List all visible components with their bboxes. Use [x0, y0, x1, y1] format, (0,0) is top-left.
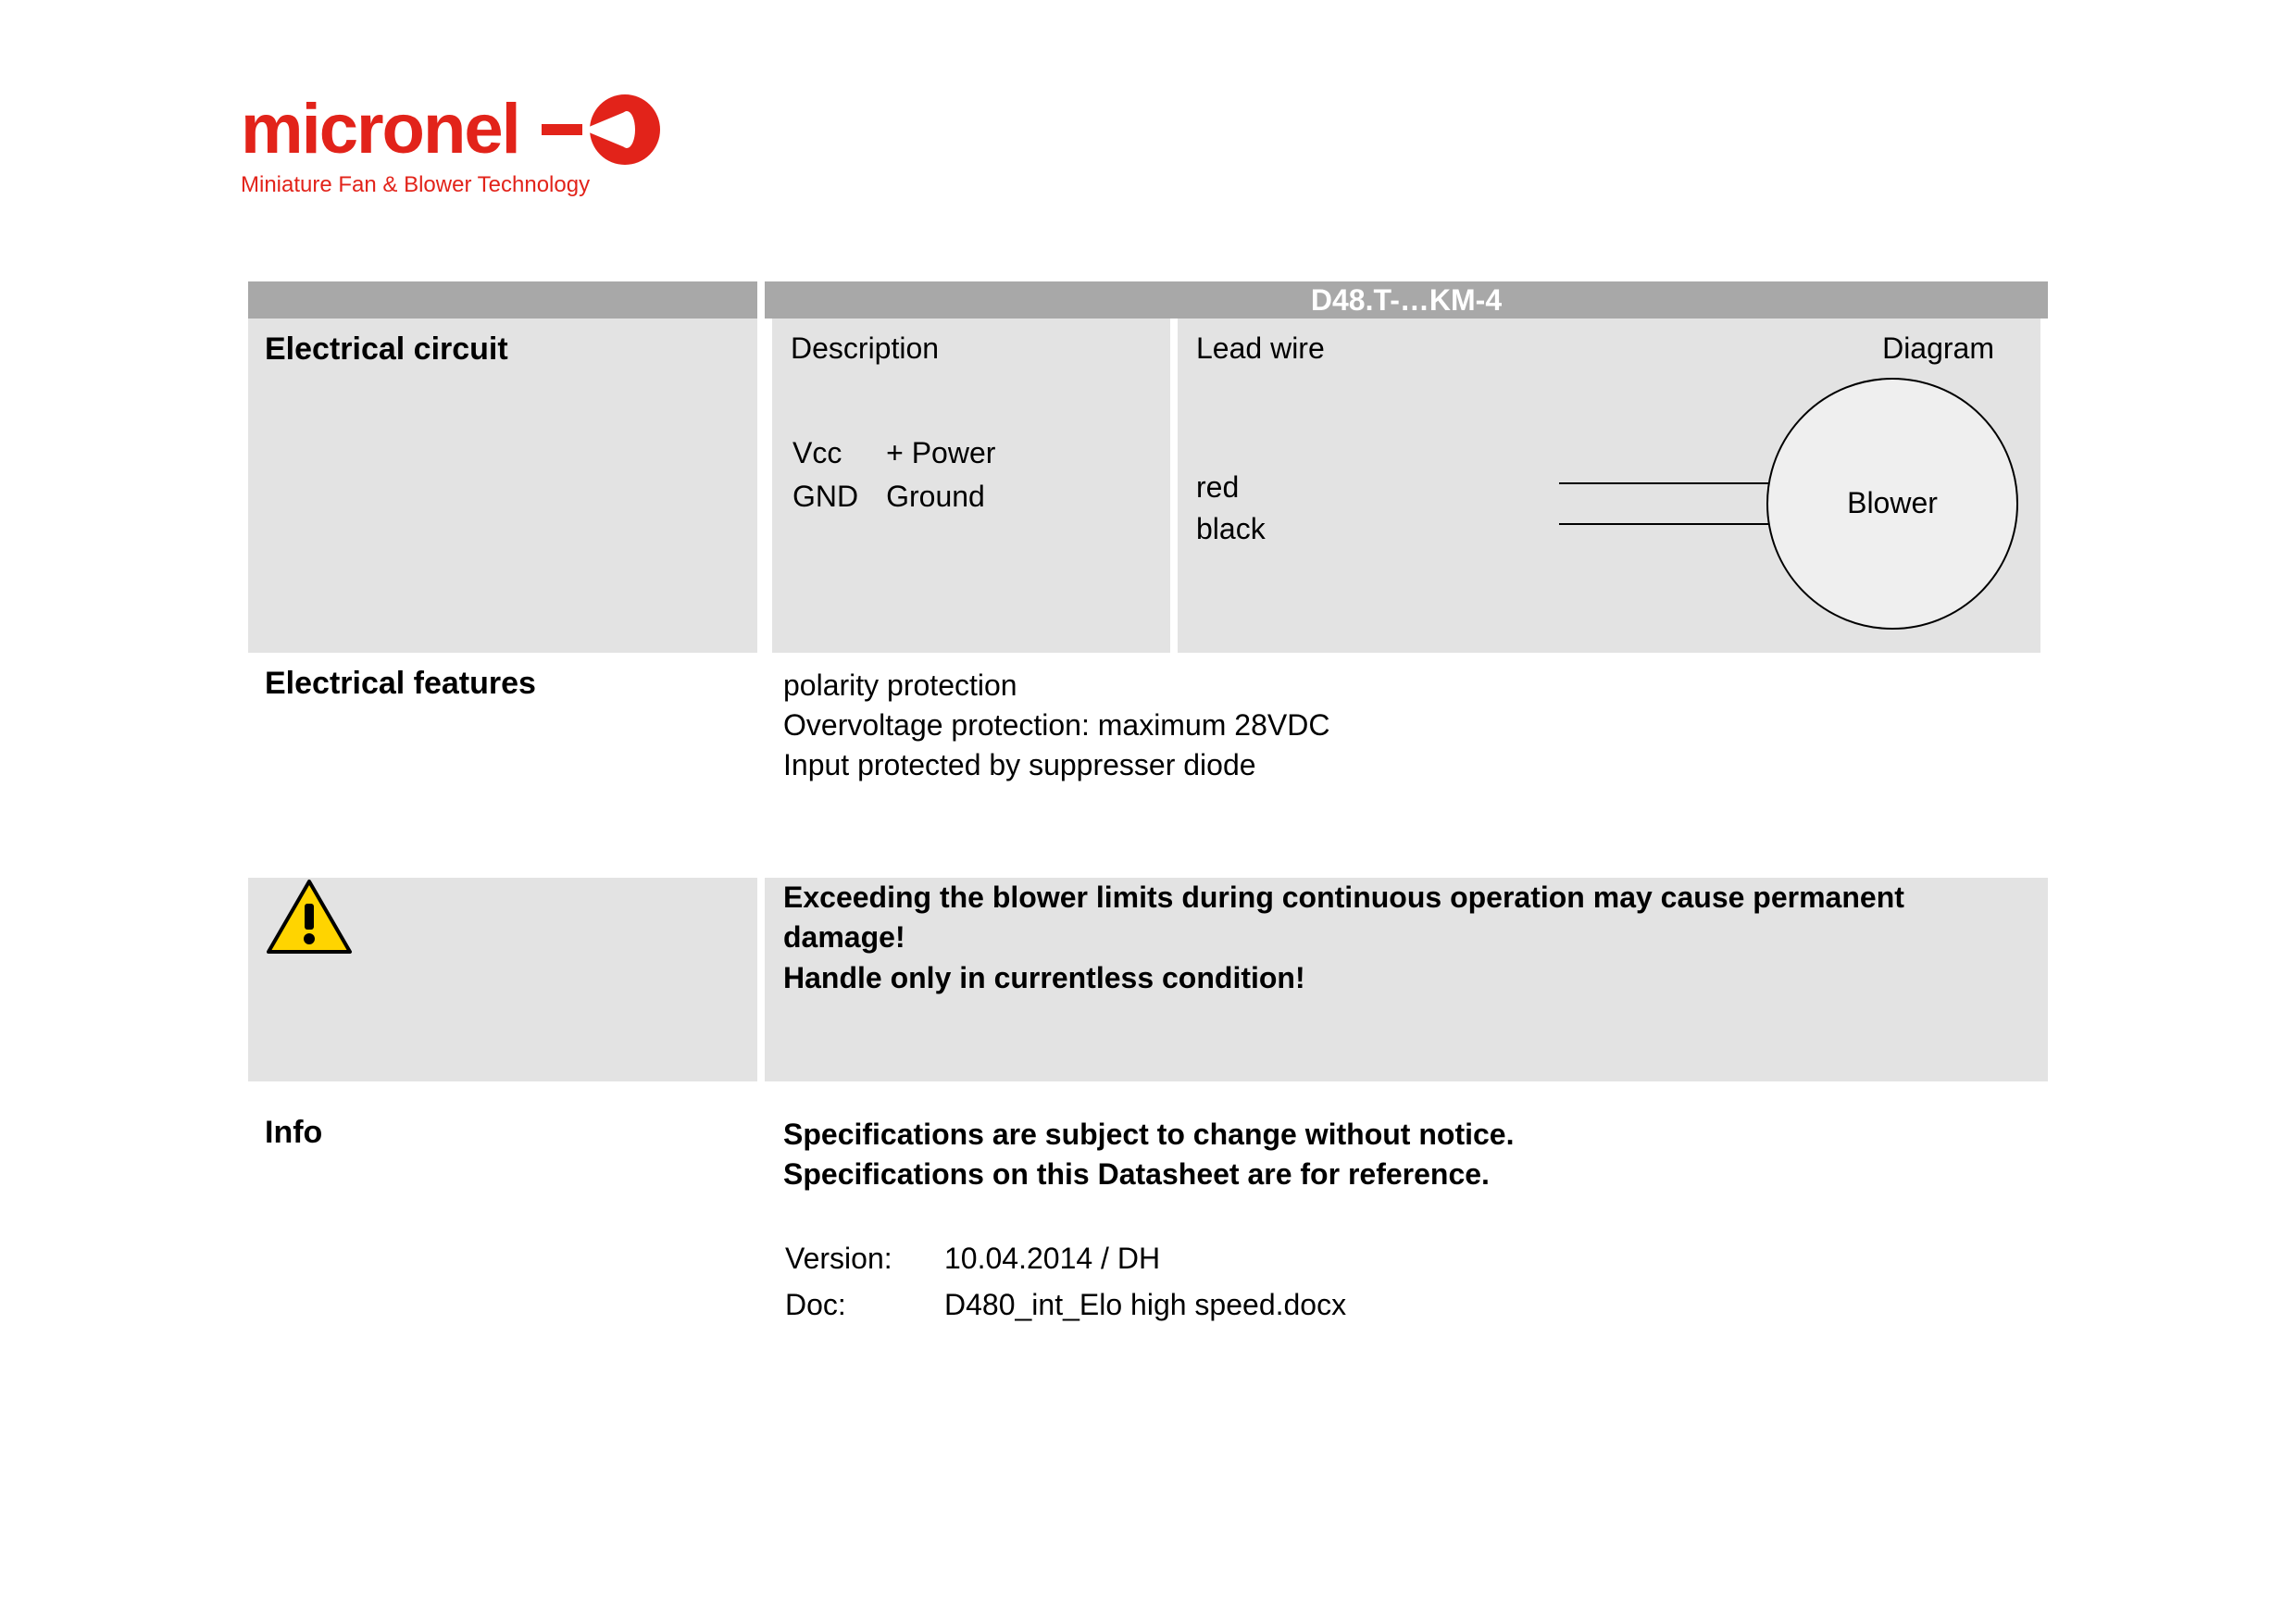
- feature-line: polarity protection: [783, 666, 2029, 706]
- feature-line: Overvoltage protection: maximum 28VDC: [783, 706, 2029, 745]
- meta-key: Version:: [785, 1236, 942, 1280]
- table-row: GND Ground: [792, 476, 1021, 518]
- leadwire-color: red: [1196, 467, 1266, 508]
- row-electrical-circuit: Electrical circuit Description Vcc + Pow…: [248, 319, 2048, 653]
- info-meta-table: Version: 10.04.2014 / DH Doc: D480_int_E…: [783, 1234, 1348, 1329]
- meta-value: D480_int_Elo high speed.docx: [944, 1282, 1346, 1327]
- meta-key: Doc:: [785, 1282, 942, 1327]
- model-code: D48.T-…KM-4: [765, 281, 2048, 319]
- signal-name: Vcc: [792, 432, 884, 474]
- label-electrical-features: Electrical features: [248, 653, 757, 786]
- row-info: Info Specifications are subject to chang…: [248, 1102, 2048, 1328]
- signal-name: GND: [792, 476, 884, 518]
- row-electrical-features: Electrical features polarity protection …: [248, 653, 2048, 786]
- features-text: polarity protection Overvoltage protecti…: [783, 666, 2029, 786]
- brand-name: micronel: [241, 94, 519, 165]
- circuit-signal-table: Vcc + Power GND Ground: [791, 431, 1023, 519]
- label-info: Info: [248, 1102, 757, 1328]
- row-warning: Exceeding the blower limits during conti…: [248, 878, 2048, 1081]
- header-diagram: Diagram: [1882, 331, 1994, 366]
- feature-line: Input protected by suppresser diode: [783, 745, 2029, 785]
- table-row: Doc: D480_int_Elo high speed.docx: [785, 1282, 1346, 1327]
- info-notice: Specifications are subject to change wit…: [783, 1115, 2029, 1194]
- info-notice-line: Specifications on this Datasheet are for…: [783, 1155, 2029, 1194]
- header-description: Description: [791, 331, 1152, 366]
- table-row: Version: 10.04.2014 / DH: [785, 1236, 1346, 1280]
- warning-icon: [265, 945, 354, 961]
- meta-value: 10.04.2014 / DH: [944, 1236, 1346, 1280]
- brand-icon: [542, 93, 662, 167]
- model-header-row: D48.T-…KM-4: [248, 281, 2048, 319]
- warning-line: Handle only in currentless condition!: [783, 958, 2029, 998]
- brand-tagline: Miniature Fan & Blower Technology: [241, 172, 2055, 198]
- leadwire-color: black: [1196, 508, 1266, 550]
- svg-text:Blower: Blower: [1847, 486, 1938, 519]
- signal-desc: + Power: [886, 432, 1021, 474]
- signal-desc: Ground: [886, 476, 1021, 518]
- datasheet-table: D48.T-…KM-4 Electrical circuit Descripti…: [241, 281, 2055, 1329]
- label-electrical-circuit: Electrical circuit: [248, 319, 757, 653]
- table-row: Vcc + Power: [792, 432, 1021, 474]
- brand-logo: micronel Miniature Fan & Blower Technolo…: [241, 93, 2055, 198]
- info-notice-line: Specifications are subject to change wit…: [783, 1115, 2029, 1155]
- warning-line: Exceeding the blower limits during conti…: [783, 878, 2029, 957]
- blower-diagram: Blower: [1504, 374, 2022, 656]
